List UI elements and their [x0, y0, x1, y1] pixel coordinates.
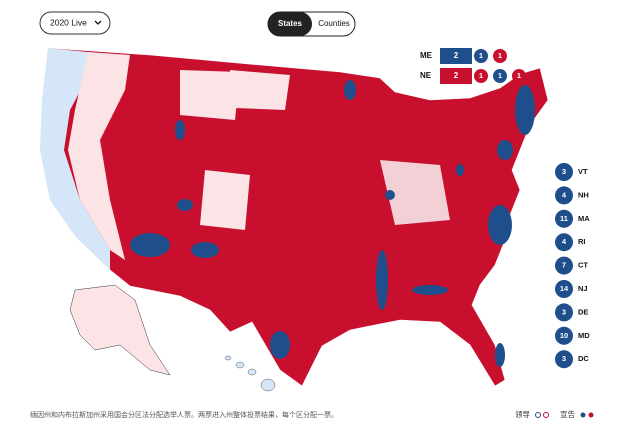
dropdown-label[interactable]: 2020 Live	[50, 17, 87, 27]
legend-called: 宣告	[560, 409, 575, 419]
legend-dot	[543, 412, 549, 418]
split-states: ME 2 1 1 NE 2 1 1 1	[420, 48, 526, 84]
state-label: DE	[578, 307, 588, 316]
footnote: 缅因州和内布拉斯加州采用国会分区法分配选举人票。两票进入州整体投票结果，每个区分…	[30, 410, 338, 419]
state-label: VT	[578, 167, 588, 176]
state-label: ME	[420, 51, 433, 60]
state-label: NE	[420, 71, 432, 80]
vote-count: 4	[562, 190, 567, 199]
toggle-selected	[268, 12, 312, 36]
state-label: CT	[578, 261, 588, 270]
west-pink	[68, 52, 130, 260]
vote-count: 2	[454, 51, 459, 60]
vote-circle	[555, 303, 573, 322]
vote-circle	[555, 209, 573, 228]
vote-circle	[555, 186, 573, 205]
legend: 领导 宣告	[515, 409, 594, 419]
vote-count: 1	[498, 51, 502, 60]
legend-dot	[588, 412, 594, 418]
vote-count: 1	[498, 71, 502, 80]
state-label: NH	[578, 190, 589, 199]
vote-box	[440, 68, 472, 84]
toggle-states[interactable]: States	[278, 19, 303, 28]
view-toggle: States Counties	[267, 11, 356, 37]
vote-circle	[474, 49, 488, 63]
vote-count: 7	[562, 261, 566, 270]
small-states: 3 VT 4 NH 11 MA 4 RI 7 CT 14 NJ 3 DE 10 MD 3 DC	[555, 163, 590, 369]
legend-leading: 领导	[515, 409, 530, 419]
vote-count: 3	[562, 307, 566, 316]
vote-box	[440, 48, 472, 64]
vote-count: 10	[560, 331, 568, 340]
vote-circle	[555, 280, 573, 298]
west-coast	[40, 48, 110, 270]
vote-count: 1	[479, 71, 483, 80]
contiguous-us	[39, 47, 549, 387]
vote-count: 3	[562, 354, 566, 363]
vote-circle	[555, 163, 573, 181]
vote-circle	[555, 256, 573, 275]
pink-areas	[180, 70, 290, 230]
vote-count: 11	[560, 214, 568, 223]
vote-count: 2	[454, 71, 459, 80]
legend-dot	[580, 412, 586, 418]
state-label: MD	[578, 331, 590, 340]
vote-circle	[555, 350, 573, 369]
vote-count: 14	[560, 284, 569, 293]
state-label: DC	[578, 354, 589, 363]
vote-count: 1	[479, 51, 483, 60]
dropdown-box[interactable]	[39, 11, 111, 35]
alaska	[69, 284, 171, 376]
vote-count: 1	[517, 71, 521, 80]
vote-circle	[555, 326, 573, 345]
year-dropdown[interactable]: 2020 Live	[39, 11, 111, 35]
state-label: NJ	[578, 284, 588, 293]
vote-circle	[512, 69, 526, 83]
toggle-counties[interactable]: Counties	[318, 19, 350, 28]
vote-count: 4	[562, 237, 567, 246]
blue-areas	[130, 80, 535, 367]
vote-circle	[493, 49, 507, 63]
us-map	[39, 47, 549, 392]
vote-circle	[493, 69, 507, 83]
legend-dot	[535, 412, 541, 418]
state-label: MA	[578, 214, 590, 223]
vote-count: 3	[562, 167, 566, 176]
hawaii	[224, 355, 276, 392]
state-label: RI	[578, 237, 586, 246]
vote-circle	[474, 69, 488, 83]
chevron	[94, 20, 102, 25]
midwest-pink	[380, 160, 450, 225]
vote-circle	[555, 233, 573, 252]
